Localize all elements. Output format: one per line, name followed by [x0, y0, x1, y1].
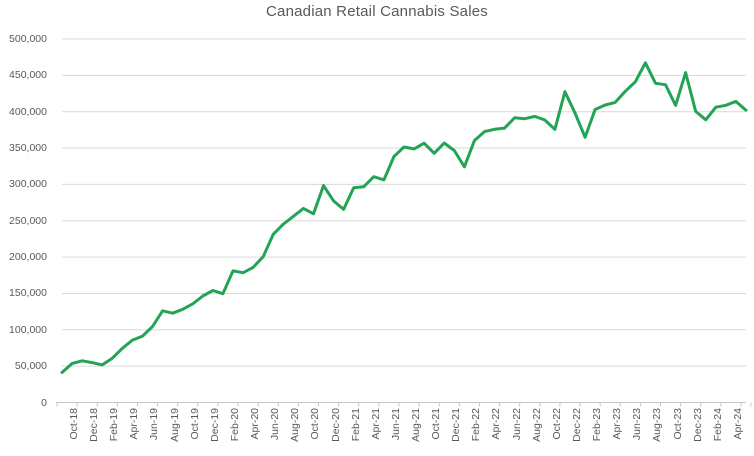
y-axis-label: 100,000 — [9, 323, 47, 336]
y-axis-label: 350,000 — [9, 142, 47, 155]
x-axis-label: Oct-23 — [671, 408, 684, 440]
x-axis-label: Feb-23 — [591, 408, 604, 442]
y-axis-label: 0 — [41, 396, 47, 409]
x-axis-label: Oct-18 — [68, 408, 80, 440]
x-axis-label: Jun-21 — [389, 408, 402, 441]
x-axis-label: Feb-19 — [108, 408, 121, 442]
x-axis-label: Aug-21 — [410, 408, 422, 442]
x-axis-label: Dec-19 — [208, 408, 221, 442]
x-axis-label: Feb-22 — [470, 408, 483, 442]
x-axis-label: Jun-22 — [510, 408, 523, 441]
x-axis-label: Apr-23 — [611, 408, 624, 440]
x-axis-label: Feb-21 — [349, 408, 362, 442]
y-axis-label: 400,000 — [9, 105, 47, 118]
x-axis-label: Jun-23 — [631, 408, 644, 441]
x-axis-label: Aug-20 — [289, 408, 302, 442]
x-axis-label: Aug-19 — [168, 408, 181, 442]
x-axis-label: Dec-22 — [570, 408, 583, 442]
gridlines — [62, 38, 746, 367]
x-axis-label: Oct-19 — [188, 408, 201, 440]
x-axis-label: Apr-22 — [490, 408, 503, 440]
y-axis-label: 200,000 — [9, 251, 47, 264]
chart-title: Canadian Retail Cannabis Sales — [266, 3, 488, 20]
y-axis-label: 450,000 — [9, 69, 47, 82]
x-axis-label: Dec-18 — [88, 408, 101, 442]
x-axis — [56, 402, 752, 407]
x-axis-label: Aug-22 — [530, 408, 543, 442]
x-axis-label: Aug-23 — [651, 408, 664, 442]
x-axis-label: Apr-24 — [731, 408, 744, 440]
x-axis-label: Jun-19 — [148, 408, 161, 441]
x-axis-label: Oct-21 — [430, 408, 443, 440]
x-axis-label: Dec-23 — [691, 408, 704, 442]
x-axis-label: Apr-19 — [128, 408, 141, 440]
x-axis-label: Apr-20 — [249, 408, 262, 440]
x-axis-label: Apr-21 — [369, 408, 382, 440]
x-axis-label: Dec-20 — [329, 408, 342, 442]
x-axis-label: Oct-22 — [550, 408, 563, 440]
x-axis-label: Dec-21 — [450, 408, 463, 442]
x-axis-label: Feb-20 — [228, 408, 241, 442]
y-axis-label: 300,000 — [9, 178, 47, 191]
y-axis-label: 150,000 — [9, 287, 47, 300]
y-axis-label: 500,000 — [9, 33, 47, 45]
x-axis-label: Jun-20 — [269, 408, 282, 441]
sales-line — [60, 61, 748, 374]
x-axis-label: Feb-24 — [711, 408, 724, 442]
x-axis-label: Oct-20 — [309, 408, 322, 440]
y-axis-label: 250,000 — [9, 214, 47, 227]
y-axis-label: 50,000 — [14, 360, 47, 373]
sales-line-series — [60, 61, 748, 374]
